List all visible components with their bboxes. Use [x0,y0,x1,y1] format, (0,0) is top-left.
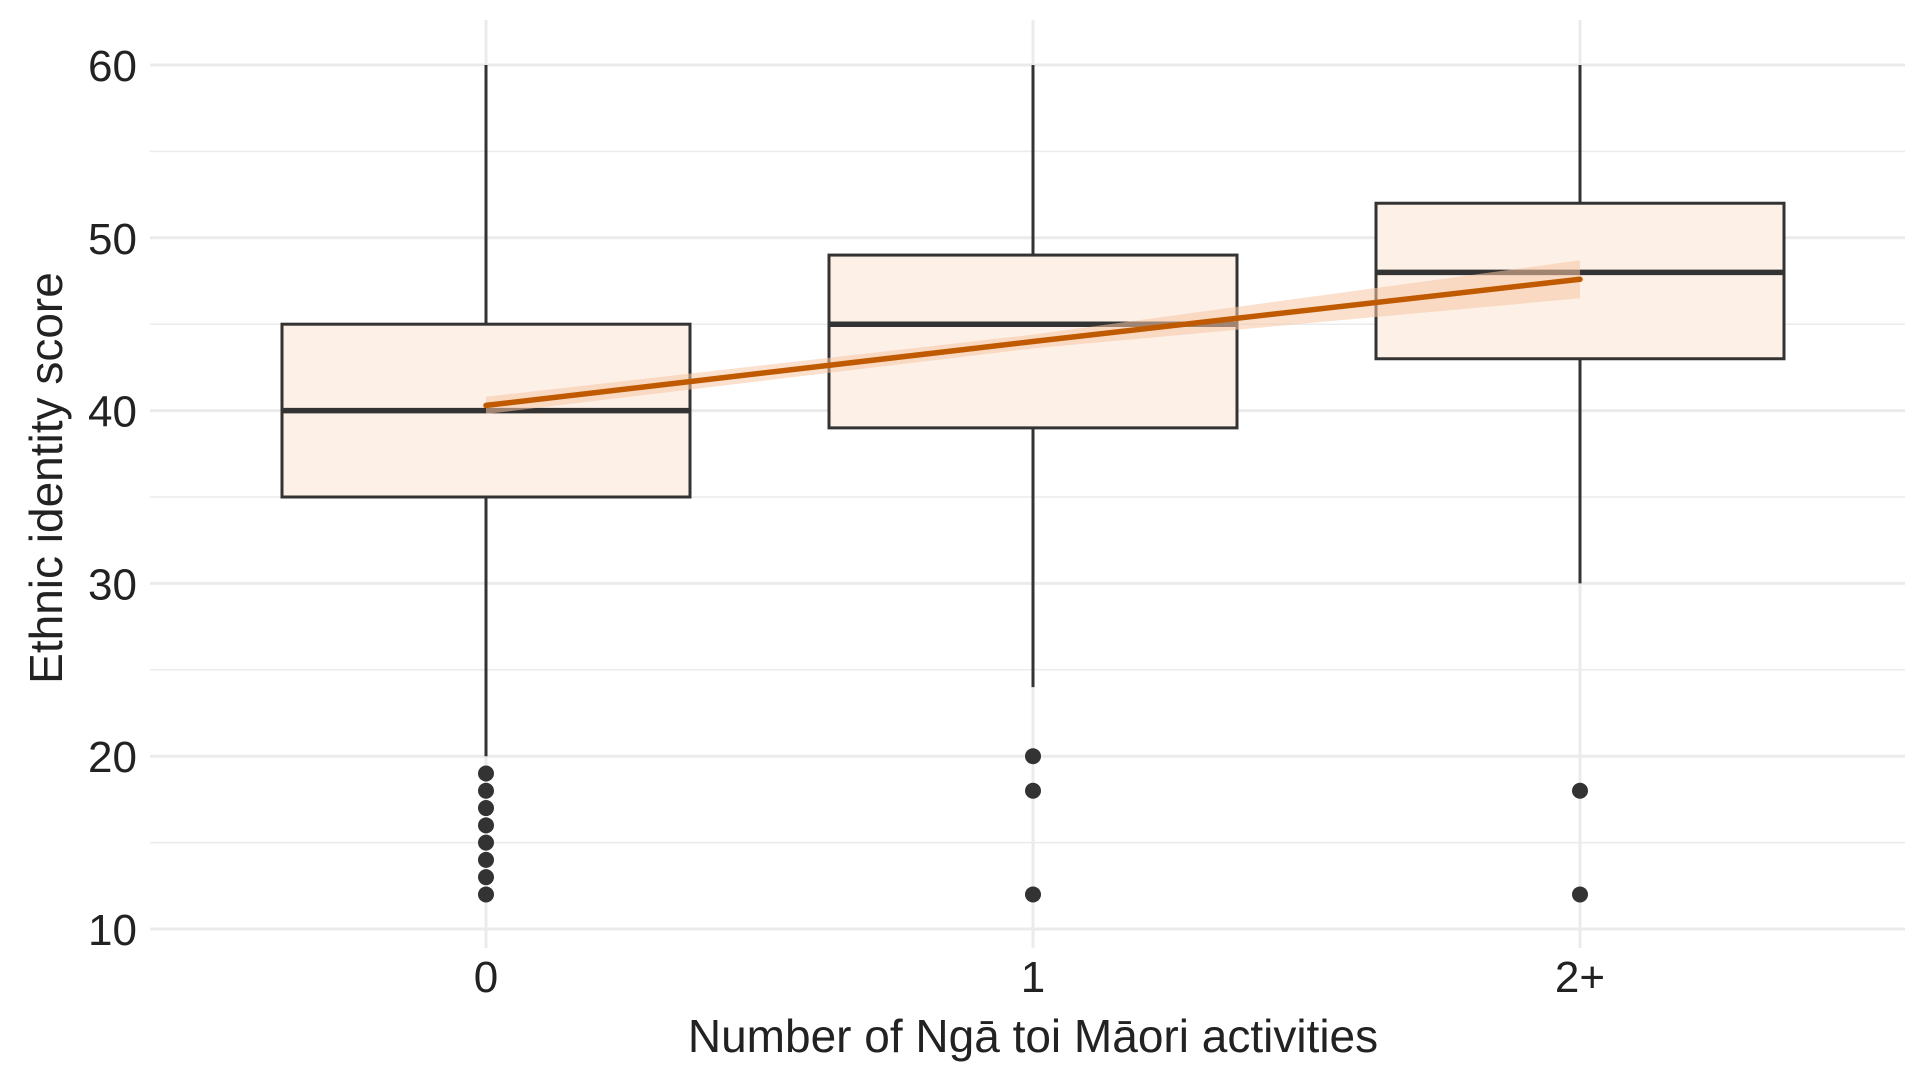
outlier-point [478,834,494,851]
y-tick-label: 60 [88,42,137,91]
outlier-point [478,765,494,782]
y-tick-label: 40 [88,388,137,437]
outlier-point [478,817,494,834]
outlier-point [478,800,494,817]
outlier-point [1025,886,1041,903]
axes: 10 20 30 40 50 60 0 1 2+ [88,42,1605,1002]
y-tick-label: 10 [88,906,137,955]
y-tick-label: 50 [88,215,137,264]
outlier-point [1572,782,1588,799]
outlier-point [1572,886,1588,903]
outlier-point [1025,782,1041,799]
outlier-point [1025,748,1041,765]
trend-line [483,276,1583,409]
box-group [280,65,692,903]
x-tick-label: 0 [474,953,498,1002]
x-axis-title: Number of Ngā toi Māori activities [688,1010,1378,1062]
y-axis-title: Ethnic identity score [20,272,72,684]
trend [483,260,1583,415]
outlier-point [478,886,494,903]
x-tick-label: 2+ [1555,953,1605,1002]
y-tick-label: 20 [88,733,137,782]
outlier-point [478,869,494,886]
x-tick-label: 1 [1021,953,1045,1002]
y-tick-label: 30 [88,560,137,609]
outlier-point [478,851,494,868]
outlier-point [478,782,494,799]
